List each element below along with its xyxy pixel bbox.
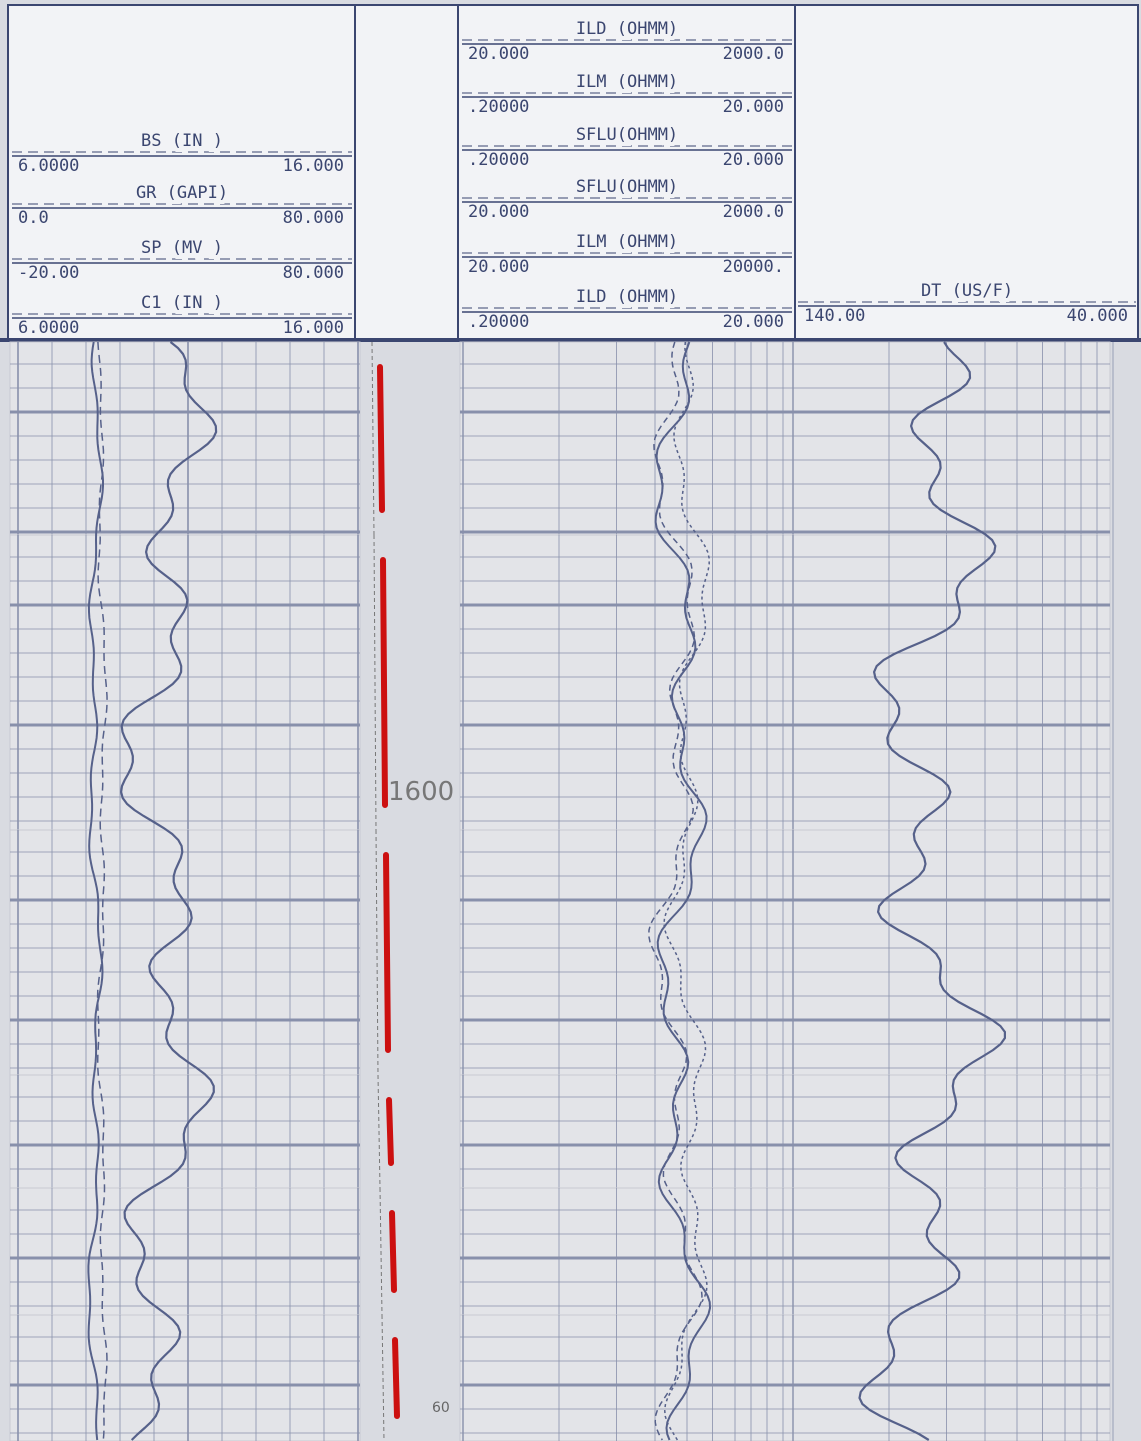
scale-left: 20.000: [468, 257, 529, 277]
depth-ref: [375, 829, 379, 1076]
scale-left: 6.0000: [18, 156, 79, 176]
scale-right: 2000.0: [723, 44, 784, 64]
scale-left: 20.000: [468, 202, 529, 222]
log-curve: [648, 341, 703, 1441]
scale-right: 40.000: [1067, 306, 1128, 326]
curve-name: ILD (OHMM): [576, 287, 678, 307]
curve-name: GR (GAPI): [136, 183, 228, 203]
scale-left: .20000: [468, 97, 529, 117]
curve-name: ILD (OHMM): [576, 19, 678, 39]
header-box: [7, 4, 1139, 342]
scale-left: .20000: [468, 312, 529, 332]
depth-dash: [386, 1097, 394, 1166]
scale-left: 0.0: [18, 208, 49, 228]
curve-name: C1 (IN ): [141, 293, 223, 313]
header-labels: BS (IN ) 6.0000 16.000 GR (GAPI) 0.0 80.000 SP…: [12, 15, 1136, 1416]
depth-ref: [373, 534, 377, 831]
scale-right: 16.000: [283, 318, 344, 338]
scale-left: 6.0000: [18, 318, 79, 338]
curve-name: SFLU(OHMM): [576, 177, 678, 197]
track-panel: [9, 829, 361, 1076]
scale-left: 20.000: [468, 44, 529, 64]
scale-left: .20000: [468, 150, 529, 170]
depth-dash: [392, 1337, 400, 1419]
log-curve: [858, 341, 1006, 1441]
depth-dash: [383, 852, 391, 1053]
log-body: [9, 341, 1114, 1441]
curve-name: ILM (OHMM): [576, 232, 678, 252]
depth-ref: [379, 1187, 383, 1316]
track-panel: [459, 1074, 1111, 1189]
curve-name: BS (IN ): [141, 131, 223, 151]
curve-name: DT (US/F): [921, 281, 1013, 301]
track-panel: [459, 1187, 1111, 1316]
scale-right: 16.000: [283, 156, 344, 176]
depth-label: 1600: [388, 777, 454, 807]
log-curve: [87, 341, 104, 1441]
track-panel: [459, 534, 1111, 831]
scale-right: 2000.0: [723, 202, 784, 222]
scale-right: 20.000: [723, 97, 784, 117]
depth-label: 60: [432, 1400, 450, 1416]
depth-dash: [377, 364, 385, 513]
depth-ref: [381, 1314, 385, 1441]
log-curve: [96, 341, 108, 1441]
track-panel: [9, 534, 361, 831]
log-curve: [119, 341, 218, 1441]
scale-right: 20.000: [723, 150, 784, 170]
curve-name: ILM (OHMM): [576, 72, 678, 92]
scale-left: -20.00: [18, 263, 79, 283]
scale-right: 80.000: [283, 263, 344, 283]
track-panel: [459, 829, 1111, 1076]
curve-name: SFLU(OHMM): [576, 125, 678, 145]
scale-right: 20000.: [723, 257, 784, 277]
depth-dash: [389, 1210, 397, 1293]
track-panel: [459, 341, 1111, 536]
depth-dash: [380, 557, 388, 808]
track-panel: [9, 1187, 361, 1316]
scale-left: 140.00: [804, 306, 865, 326]
curve-name: SP (MV ): [141, 238, 223, 258]
scale-right: 20.000: [723, 312, 784, 332]
track-panel: [459, 1314, 1111, 1441]
scale-right: 80.000: [283, 208, 344, 228]
track-panel: [9, 1314, 361, 1441]
depth-ref: [377, 1074, 381, 1189]
